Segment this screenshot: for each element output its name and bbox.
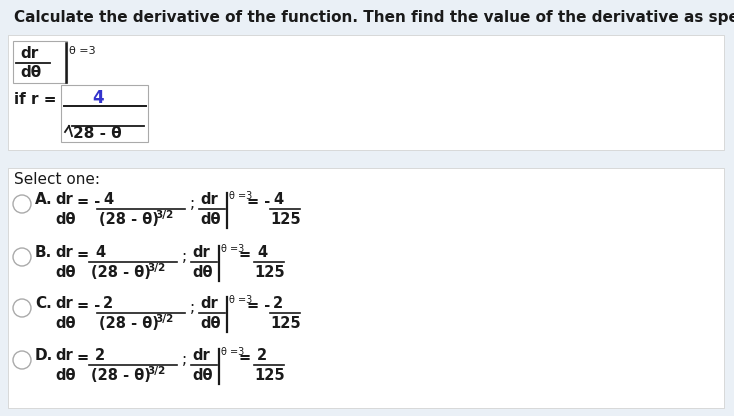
Text: dr: dr: [192, 348, 210, 363]
Text: ;: ;: [190, 196, 195, 211]
Text: = -: = -: [77, 298, 101, 313]
Text: =: =: [77, 247, 94, 262]
Text: 2: 2: [95, 348, 105, 363]
Text: Calculate the derivative of the function. Then find the value of the derivative : Calculate the derivative of the function…: [14, 10, 734, 25]
Text: 125: 125: [270, 316, 301, 331]
Text: dr: dr: [55, 348, 73, 363]
Text: A.: A.: [35, 192, 53, 207]
Text: =: =: [239, 247, 256, 262]
Text: dr: dr: [55, 245, 73, 260]
Text: ;: ;: [190, 300, 195, 315]
Text: dθ: dθ: [20, 65, 41, 80]
Text: dθ: dθ: [55, 368, 76, 383]
Text: θ =3: θ =3: [229, 191, 252, 201]
Text: dr: dr: [200, 192, 218, 207]
Text: C.: C.: [35, 296, 52, 311]
Text: Select one:: Select one:: [14, 172, 100, 187]
Text: 3/2: 3/2: [155, 210, 173, 220]
Text: 2: 2: [103, 296, 113, 311]
Text: if r =: if r =: [14, 92, 57, 107]
Text: 125: 125: [254, 265, 285, 280]
Text: dr: dr: [192, 245, 210, 260]
Text: θ =3: θ =3: [221, 347, 244, 357]
FancyBboxPatch shape: [8, 168, 724, 408]
Text: dθ: dθ: [200, 212, 220, 227]
Text: dr: dr: [20, 46, 38, 61]
Text: dθ: dθ: [192, 368, 213, 383]
Text: = -: = -: [247, 194, 270, 209]
Text: B.: B.: [35, 245, 52, 260]
Text: θ =3: θ =3: [221, 244, 244, 254]
FancyBboxPatch shape: [13, 41, 67, 83]
Text: 4: 4: [92, 89, 103, 107]
Text: 4: 4: [95, 245, 105, 260]
Text: D.: D.: [35, 348, 54, 363]
Text: dθ: dθ: [192, 265, 213, 280]
FancyBboxPatch shape: [61, 85, 148, 142]
Text: θ =3: θ =3: [69, 46, 95, 56]
Text: (28 - θ): (28 - θ): [91, 265, 151, 280]
Text: dθ: dθ: [55, 316, 76, 331]
Text: dθ: dθ: [200, 316, 220, 331]
Text: ;: ;: [182, 352, 187, 367]
Text: =: =: [239, 350, 256, 365]
Text: dθ: dθ: [55, 212, 76, 227]
Text: 4: 4: [103, 192, 113, 207]
Text: θ =3: θ =3: [229, 295, 252, 305]
Text: 28 - θ: 28 - θ: [73, 126, 122, 141]
Text: 125: 125: [254, 368, 285, 383]
Text: 2: 2: [257, 348, 267, 363]
Text: =: =: [77, 350, 94, 365]
Text: ;: ;: [182, 249, 187, 264]
Text: 3/2: 3/2: [147, 366, 165, 376]
Text: (28 - θ): (28 - θ): [99, 316, 159, 331]
Text: 2: 2: [273, 296, 283, 311]
Text: 4: 4: [273, 192, 283, 207]
Text: 4: 4: [257, 245, 267, 260]
Text: dr: dr: [55, 296, 73, 311]
Text: (28 - θ): (28 - θ): [99, 212, 159, 227]
Text: 3/2: 3/2: [147, 263, 165, 273]
Text: (28 - θ): (28 - θ): [91, 368, 151, 383]
Text: 125: 125: [270, 212, 301, 227]
Text: dr: dr: [200, 296, 218, 311]
Text: dθ: dθ: [55, 265, 76, 280]
FancyBboxPatch shape: [8, 35, 724, 150]
Text: = -: = -: [247, 298, 270, 313]
Text: dr: dr: [55, 192, 73, 207]
Text: = -: = -: [77, 194, 101, 209]
Text: 3/2: 3/2: [155, 314, 173, 324]
